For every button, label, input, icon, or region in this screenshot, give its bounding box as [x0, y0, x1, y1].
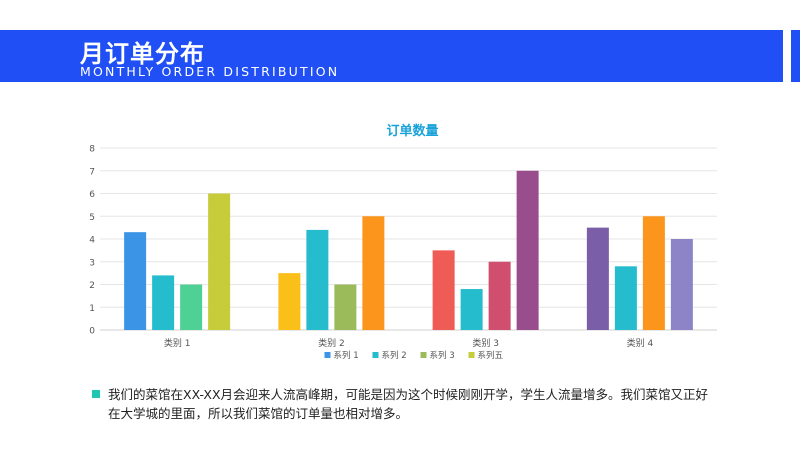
y-tick-label: 7	[89, 167, 95, 177]
y-tick-label: 8	[89, 145, 95, 155]
x-tick-label: 类别 1	[164, 337, 191, 349]
y-tick-label: 6	[89, 190, 95, 200]
bar-4-4	[670, 239, 693, 330]
chart-title: 订单数量	[386, 123, 438, 139]
legend-swatch-2	[372, 352, 379, 358]
bar-2-2	[306, 229, 329, 330]
header-accent	[791, 30, 800, 82]
y-tick-label: 4	[89, 236, 95, 246]
x-tick-label: 类别 4	[627, 337, 654, 349]
bar-4-2	[614, 266, 637, 330]
y-tick-label: 5	[89, 213, 95, 223]
bullet-marker	[92, 390, 100, 398]
y-tick-label: 1	[89, 304, 95, 314]
legend-label: 系列 1	[334, 350, 359, 361]
bar-1-4	[208, 193, 231, 330]
bar-3-2	[460, 289, 483, 330]
x-tick-label: 类别 3	[472, 337, 499, 349]
bar-3-4	[516, 170, 539, 330]
y-tick-label: 2	[89, 281, 95, 291]
bar-2-4	[362, 216, 385, 330]
legend-swatch-1	[324, 352, 331, 358]
bar-1-1	[124, 232, 147, 330]
bar-2-1	[278, 273, 301, 330]
page-subtitle: MONTHLY ORDER DISTRIBUTION	[80, 64, 340, 79]
bar-2-3	[334, 284, 357, 330]
legend-swatch-4	[468, 352, 475, 358]
legend-label: 系列五	[478, 350, 504, 361]
bar-3-3	[488, 261, 511, 330]
y-tick-label: 0	[89, 327, 95, 337]
y-tick-label: 3	[89, 258, 95, 268]
bar-1-2	[152, 275, 175, 330]
bar-4-3	[642, 216, 665, 330]
header-bar	[0, 30, 783, 82]
bar-4-1	[586, 227, 609, 330]
x-tick-label: 类别 2	[318, 337, 345, 349]
bar-1-3	[180, 284, 203, 330]
legend-label: 系列 2	[382, 350, 407, 361]
page-title: 月订单分布	[80, 40, 205, 68]
legend-swatch-3	[420, 352, 427, 358]
description-text: 我们的菜馆在XX-XX月会迎来人流高峰期，可能是因为这个时候刚刚开学，学生人流量…	[108, 387, 709, 421]
legend-label: 系列 3	[430, 350, 455, 361]
bar-chart: 订单数量 0 1 2 3 4 5 6 7 8 类别 1 类别 2 类别 3 类别 4 系列 1 系列 2 系列 …	[89, 123, 717, 361]
bar-3-1	[432, 250, 455, 330]
